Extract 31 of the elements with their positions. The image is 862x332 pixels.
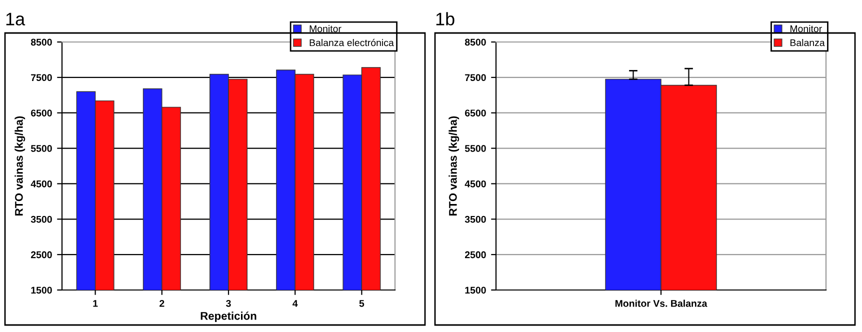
y-tick-label: 1500 xyxy=(465,286,486,294)
y-tick-label: 7500 xyxy=(465,74,486,82)
x-tick-label: 3 xyxy=(226,300,231,307)
y-tick-label: 4500 xyxy=(30,180,52,188)
chart-title: 1a xyxy=(6,12,26,26)
x-tick-label: Monitor Vs. Balanza xyxy=(615,300,708,307)
x-tick-label: 1 xyxy=(93,300,98,307)
y-tick-label: 7500 xyxy=(31,74,52,82)
y-tick-label: 5500 xyxy=(30,145,52,152)
y-tick-label: 4500 xyxy=(464,180,486,188)
legend-label: Monitor xyxy=(310,25,342,32)
x-axis-title: Repetición xyxy=(200,312,256,322)
y-tick-label: 3500 xyxy=(464,216,486,223)
y-tick-label: 1500 xyxy=(31,286,52,294)
x-tick-label: 2 xyxy=(160,300,164,307)
y-axis-title: RTO vainas (kg/ha) xyxy=(448,116,460,216)
y-tick-label: 5500 xyxy=(464,145,486,152)
y-tick-label: 2500 xyxy=(464,251,486,258)
y-tick-label: 8500 xyxy=(30,38,52,46)
legend-label: Balanza electrónica xyxy=(310,38,394,46)
y-tick-label: 3500 xyxy=(30,216,52,223)
y-tick-label: 6500 xyxy=(465,110,486,116)
y-tick-label: 2500 xyxy=(30,251,52,258)
x-tick-label: 5 xyxy=(359,300,364,307)
legend-label: Balanza xyxy=(790,39,825,46)
chart-title: 1b xyxy=(436,12,454,26)
y-tick-label: 6500 xyxy=(31,110,52,116)
legend-label: Monitor xyxy=(790,25,822,32)
y-axis-title: RTO vainas (kg/ha) xyxy=(14,116,26,216)
y-tick-label: 8500 xyxy=(464,38,486,46)
x-tick-label: 4 xyxy=(292,300,298,307)
